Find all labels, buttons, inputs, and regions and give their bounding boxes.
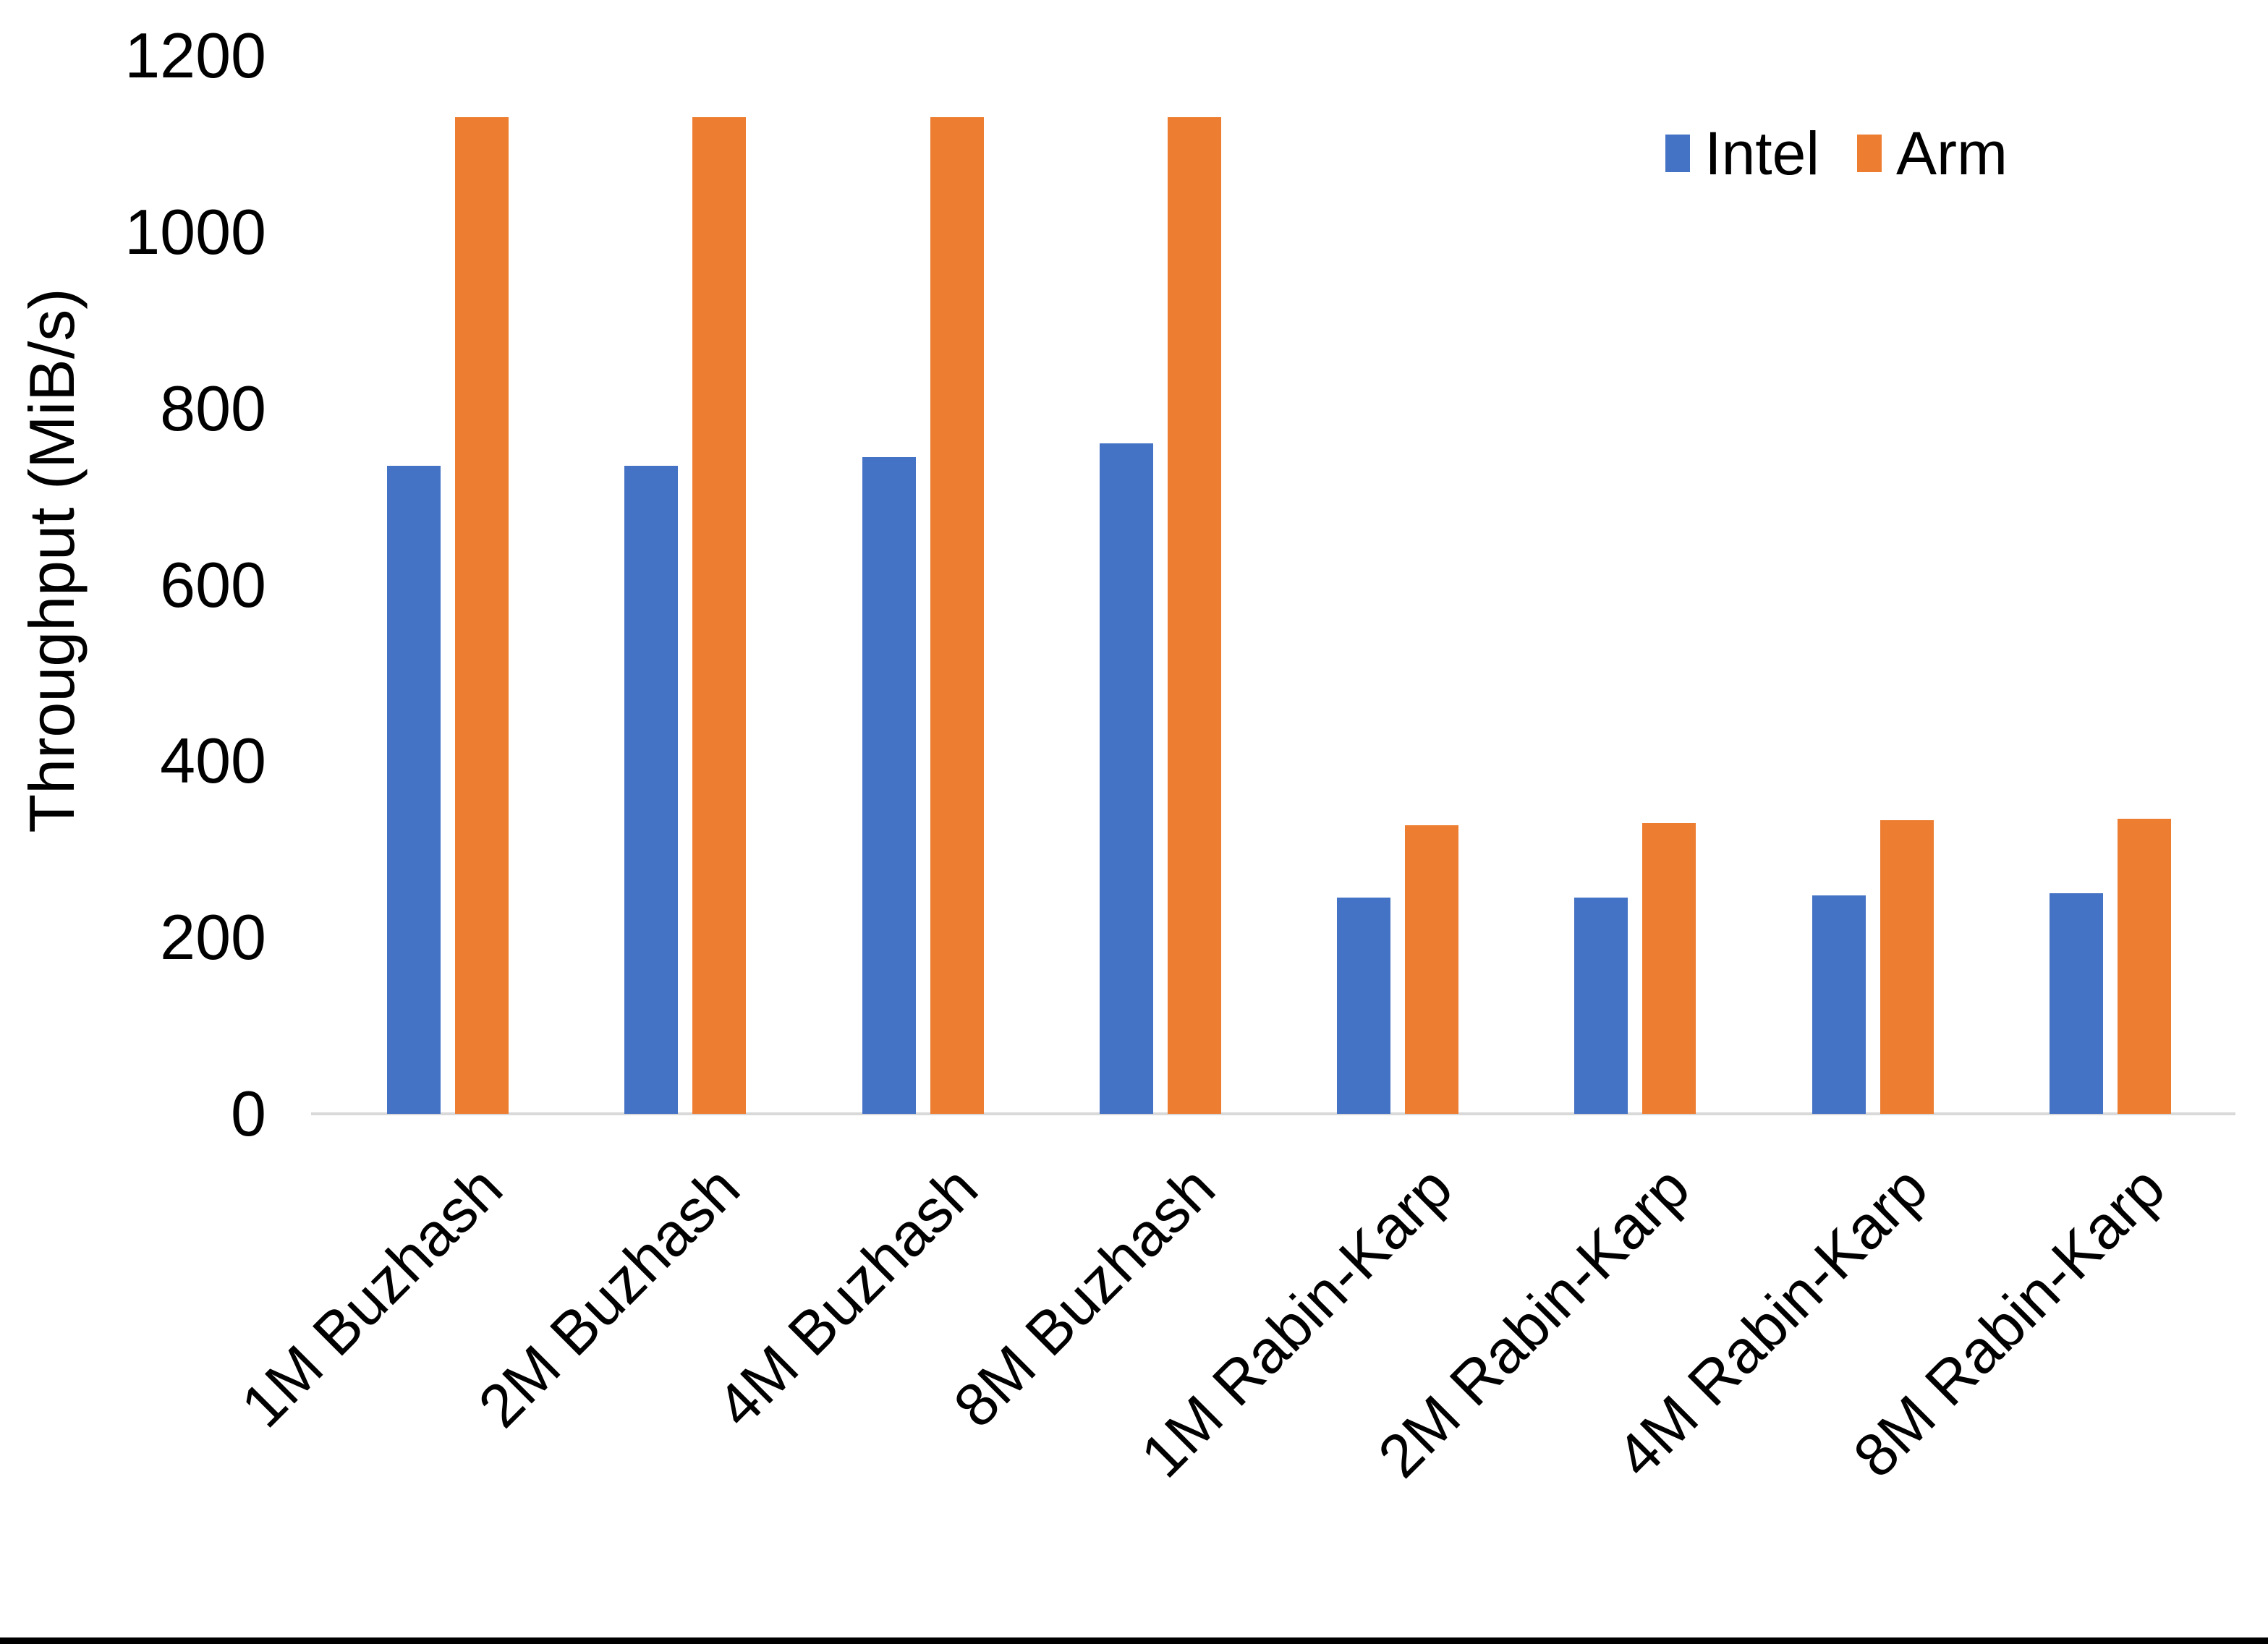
legend-swatch-arm: [1857, 135, 1882, 172]
bottom-border-bar: [0, 1637, 2268, 1644]
bar-arm-4m-buzhash: [930, 117, 984, 1114]
bar-intel-1m-buzhash: [387, 465, 441, 1114]
bar-arm-8m-rabin-karp: [2117, 818, 2171, 1114]
y-tick-800: 800: [160, 372, 266, 444]
bar-intel-2m-rabin-karp: [1574, 898, 1628, 1114]
legend-item-intel: Intel: [1665, 123, 1819, 184]
legend-label-intel: Intel: [1704, 119, 1820, 187]
legend-label-arm: Arm: [1896, 119, 2008, 187]
bar-intel-1m-rabin-karp: [1337, 898, 1391, 1114]
bar-arm-1m-rabin-karp: [1405, 825, 1459, 1114]
bar-arm-8m-buzhash: [1167, 117, 1221, 1114]
y-tick-0: 0: [231, 1078, 266, 1149]
y-tick-1200: 1200: [124, 20, 266, 91]
y-tick-1000: 1000: [124, 195, 266, 268]
bar-intel-4m-rabin-karp: [1812, 895, 1866, 1114]
bar-intel-4m-buzhash: [862, 456, 916, 1114]
bar-arm-2m-buzhash: [692, 117, 747, 1114]
bar-arm-1m-buzhash: [455, 117, 509, 1114]
y-tick-400: 400: [160, 725, 266, 797]
bar-intel-2m-buzhash: [624, 465, 679, 1114]
legend: Intel Arm: [1665, 123, 2008, 184]
bar-intel-8m-buzhash: [1099, 443, 1153, 1114]
legend-item-arm: Arm: [1857, 123, 2008, 184]
legend-swatch-intel: [1665, 135, 1691, 172]
y-tick-200: 200: [160, 901, 266, 974]
y-tick-600: 600: [160, 548, 266, 621]
bar-arm-2m-rabin-karp: [1642, 822, 1696, 1114]
bar-intel-8m-rabin-karp: [2049, 893, 2103, 1114]
bar-arm-4m-rabin-karp: [1880, 820, 1934, 1114]
x-axis-line: [311, 1112, 2235, 1115]
